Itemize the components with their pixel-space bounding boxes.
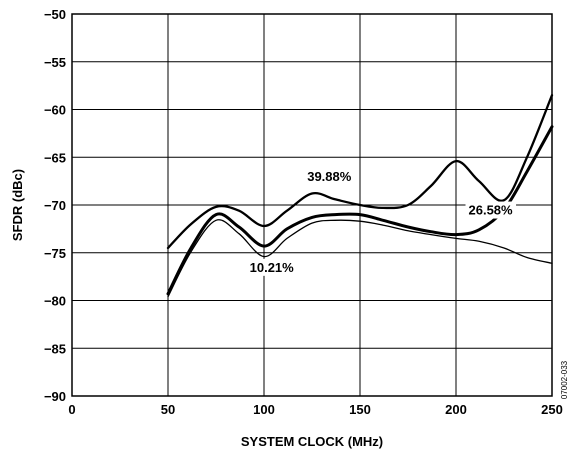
series-line-1: [166, 94, 554, 250]
series-line-3: [167, 219, 553, 298]
y-axis-title: SFDR (dBc): [10, 169, 25, 241]
y-tick-label: −65: [44, 150, 66, 165]
x-tick-label: 150: [349, 402, 371, 417]
x-tick-label: 200: [445, 402, 467, 417]
x-tick-label: 250: [541, 402, 563, 417]
plot-frame: [71, 13, 553, 397]
figure-id: 07002-033: [560, 360, 569, 399]
x-tick-label: 0: [68, 402, 75, 417]
x-axis-title: SYSTEM CLOCK (MHz): [241, 434, 383, 449]
y-tick-label: −85: [44, 341, 66, 356]
data-series: [166, 94, 554, 298]
annotations: 39.88% 26.58% 10.21%: [246, 168, 517, 276]
annotation-bg: [246, 258, 298, 276]
grid-lines: [72, 14, 552, 396]
y-tick-label: −60: [44, 103, 66, 118]
x-axis-ticks: 0 50 100 150 200 250: [68, 402, 562, 417]
y-tick-label: −75: [44, 246, 66, 261]
annotation-label: 26.58%: [469, 203, 514, 218]
annotation-bg: [304, 168, 355, 186]
x-tick-label: 100: [253, 402, 275, 417]
y-tick-label: −50: [44, 7, 66, 22]
x-tick-label: 50: [161, 402, 175, 417]
annotation-2: 26.58%: [465, 201, 517, 219]
y-tick-label: −70: [44, 198, 66, 213]
annotation-1: 39.88%: [304, 168, 355, 186]
y-axis-ticks: −90 −85 −80 −75 −70 −65 −60 −55 −50: [44, 7, 66, 404]
y-tick-label: −55: [44, 55, 66, 70]
series-line-2: [166, 125, 554, 296]
annotation-label: 39.88%: [307, 169, 352, 184]
annotation-label: 10.21%: [250, 260, 295, 275]
annotation-3: 10.21%: [246, 258, 298, 276]
annotation-bg: [465, 201, 517, 219]
y-tick-label: −90: [44, 389, 66, 404]
y-tick-label: −80: [44, 294, 66, 309]
